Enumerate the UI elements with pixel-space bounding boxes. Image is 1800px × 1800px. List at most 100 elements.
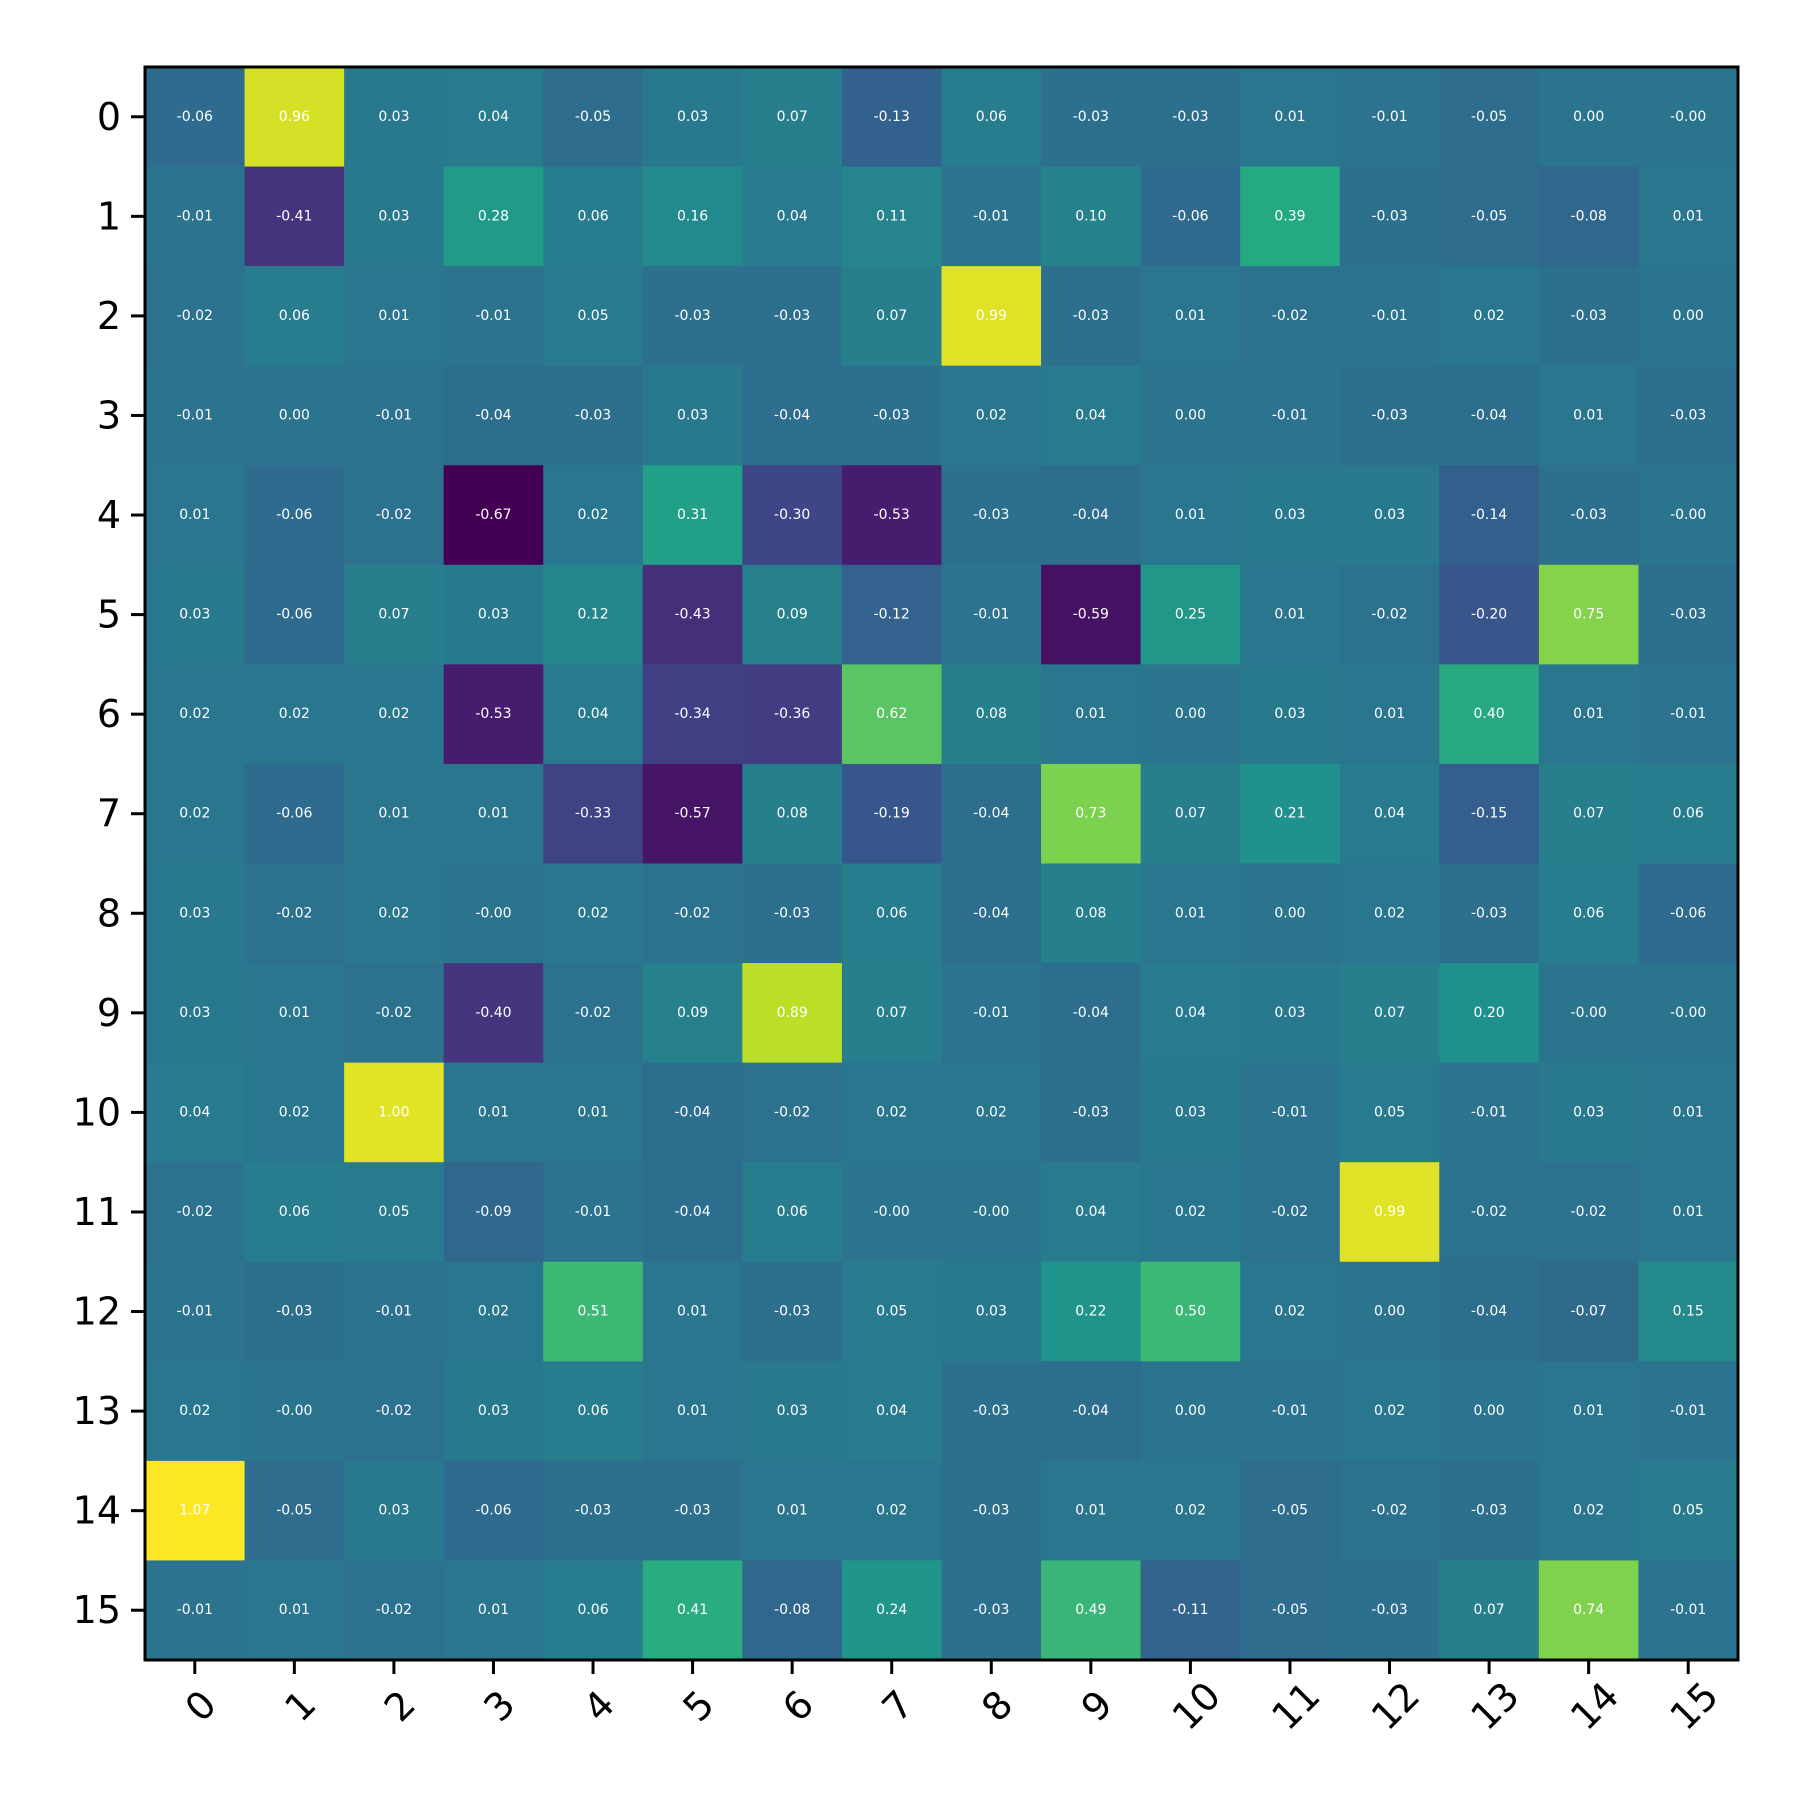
heatmap-cell	[344, 67, 445, 168]
cell-value-label: -0.02	[376, 507, 412, 523]
heatmap-cell	[244, 1560, 345, 1661]
heatmap-cell	[1538, 1062, 1639, 1163]
heatmap-cell	[145, 465, 246, 566]
heatmap-cell	[1041, 1560, 1142, 1661]
heatmap-cell	[443, 1062, 544, 1163]
cell-value-label: 0.20	[1474, 1005, 1505, 1021]
cell-value-label: 0.01	[478, 806, 509, 822]
heatmap-cell	[1339, 863, 1440, 964]
heatmap-cell	[344, 863, 445, 964]
cell-value-label: -0.04	[774, 407, 810, 423]
cell-value-label: 0.03	[179, 1005, 210, 1021]
cell-value-label: -0.20	[1471, 607, 1507, 623]
heatmap-cell	[841, 365, 942, 466]
heatmap-cell	[1538, 863, 1639, 964]
cell-value-label: -0.03	[575, 1503, 611, 1519]
heatmap-cell	[1439, 664, 1540, 765]
heatmap-cell	[941, 963, 1042, 1064]
y-tick-label: 9	[97, 991, 121, 1035]
cell-value-label: 0.07	[1175, 806, 1206, 822]
heatmap-cell	[742, 166, 843, 267]
cell-value-label: 0.07	[777, 109, 808, 125]
heatmap-cell	[244, 1062, 345, 1163]
cell-value-label: 0.07	[876, 308, 907, 324]
cell-value-label: 0.03	[677, 407, 708, 423]
heatmap-cell	[145, 1560, 246, 1661]
heatmap-cell	[1638, 863, 1739, 964]
heatmap-cell	[244, 863, 345, 964]
x-tick-label: 2	[376, 1682, 424, 1730]
heatmap-cell	[742, 1460, 843, 1561]
cell-value-label: 0.02	[378, 706, 409, 722]
heatmap-cell	[1538, 465, 1639, 566]
cell-value-label: -0.02	[1272, 308, 1308, 324]
cell-value-label: 0.01	[378, 806, 409, 822]
heatmap-cell	[543, 963, 644, 1064]
cell-value-label: 0.73	[1075, 806, 1106, 822]
heatmap-cell	[1538, 763, 1639, 864]
cell-value-label: -0.03	[674, 308, 710, 324]
cell-value-label: -0.01	[177, 407, 213, 423]
y-tick-label: 0	[97, 95, 121, 139]
cell-value-label: 0.01	[1573, 1403, 1604, 1419]
heatmap-cell	[1041, 465, 1142, 566]
cell-value-label: -0.01	[1371, 109, 1407, 125]
cell-value-label: -0.02	[774, 1104, 810, 1120]
heatmap-cell	[1041, 963, 1142, 1064]
cell-value-label: 0.01	[1673, 208, 1704, 224]
heatmap-cell	[1240, 1261, 1341, 1362]
heatmap-cell	[344, 1560, 445, 1661]
heatmap-cell	[443, 664, 544, 765]
heatmap-cell	[1240, 1361, 1341, 1462]
heatmap-cell	[1538, 1162, 1639, 1263]
heatmap-cell	[941, 266, 1042, 367]
cell-value-label: 0.06	[777, 1204, 808, 1220]
cell-value-label: -0.06	[276, 607, 312, 623]
cell-value-label: 0.02	[1474, 308, 1505, 324]
y-tick-label: 8	[97, 891, 121, 935]
heatmap-cell	[1339, 365, 1440, 466]
heatmap-cell	[344, 963, 445, 1064]
cell-value-label: 0.07	[378, 607, 409, 623]
cell-value-label: 0.24	[876, 1602, 907, 1618]
heatmap-cell	[1638, 465, 1739, 566]
heatmap-cell	[1339, 1261, 1440, 1362]
cell-value-label: 0.02	[179, 1403, 210, 1419]
heatmap-cell	[244, 763, 345, 864]
heatmap-cell	[1140, 166, 1241, 267]
heatmap-cell	[642, 266, 743, 367]
heatmap-cell	[1041, 1361, 1142, 1462]
heatmap-cell	[742, 67, 843, 168]
cell-value-label: 0.08	[1075, 905, 1106, 921]
cell-value-label: -0.14	[1471, 507, 1507, 523]
cell-value-label: -0.08	[774, 1602, 810, 1618]
cell-value-label: -0.30	[774, 507, 810, 523]
cell-value-label: -0.02	[1471, 1204, 1507, 1220]
cell-value-label: -0.05	[1272, 1503, 1308, 1519]
cell-value-label: 0.06	[876, 905, 907, 921]
cell-value-label: 0.02	[179, 706, 210, 722]
cell-value-label: -0.05	[575, 109, 611, 125]
cell-value-label: 0.01	[478, 1602, 509, 1618]
heatmap-cell	[941, 365, 1042, 466]
x-tick-label: 11	[1263, 1673, 1328, 1738]
x-tick-label: 5	[674, 1682, 722, 1730]
heatmap-cell	[1240, 465, 1341, 566]
cell-value-label: -0.00	[1670, 1005, 1706, 1021]
heatmap-cell	[244, 1361, 345, 1462]
cell-value-label: -0.04	[1073, 1403, 1109, 1419]
heatmap-cell	[1339, 1062, 1440, 1163]
cell-value-label: 0.01	[378, 308, 409, 324]
cell-value-label: -0.04	[1471, 1304, 1507, 1320]
cell-value-label: -0.01	[1272, 1104, 1308, 1120]
cell-value-label: -0.02	[674, 905, 710, 921]
cell-value-label: 0.01	[1175, 507, 1206, 523]
heatmap-cell	[1140, 1560, 1241, 1661]
heatmap-cell	[1538, 1460, 1639, 1561]
cell-value-label: 0.06	[1673, 806, 1704, 822]
cell-value-label: -0.03	[1073, 308, 1109, 324]
heatmap-cell	[841, 963, 942, 1064]
y-tick-label: 6	[97, 692, 121, 736]
cell-value-label: 0.02	[976, 1104, 1007, 1120]
cell-value-label: -0.04	[1471, 407, 1507, 423]
